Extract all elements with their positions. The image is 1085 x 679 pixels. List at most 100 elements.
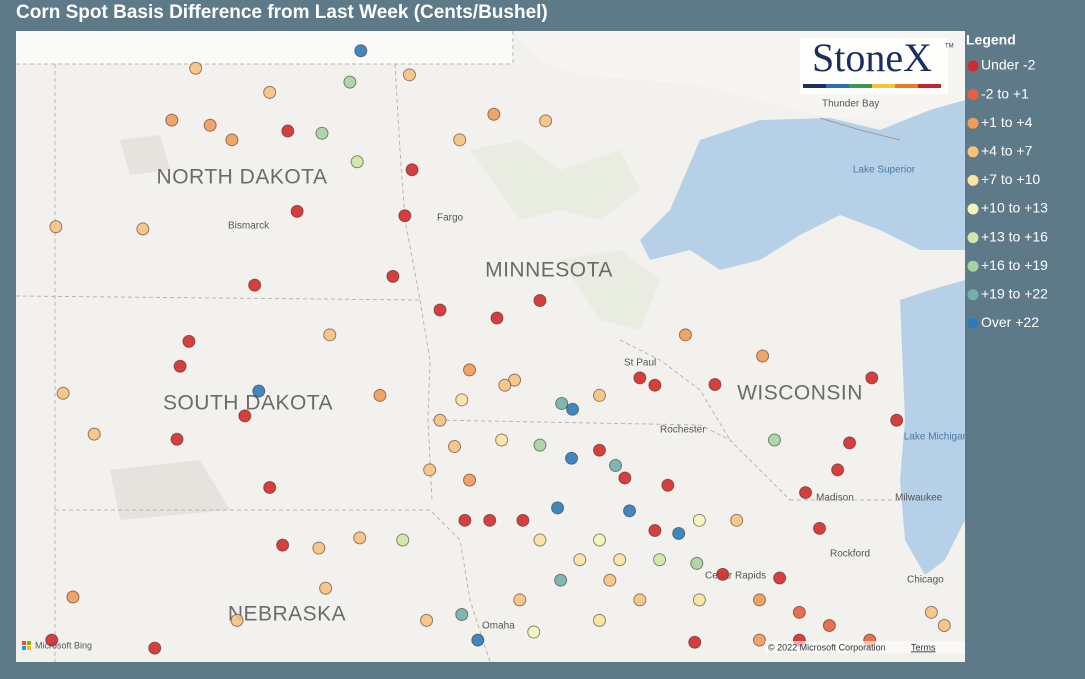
city-label: St Paul xyxy=(624,358,656,369)
legend-swatch xyxy=(967,317,979,329)
data-point xyxy=(822,618,836,632)
data-point xyxy=(661,478,675,492)
map-title: Corn Spot Basis Difference from Last Wee… xyxy=(16,2,548,23)
data-point xyxy=(373,388,387,402)
data-point xyxy=(463,473,477,487)
data-point xyxy=(312,541,326,555)
data-point xyxy=(238,409,252,423)
legend-swatch xyxy=(967,60,979,72)
data-point xyxy=(533,533,547,547)
data-point xyxy=(533,293,547,307)
data-point xyxy=(252,384,266,398)
data-point xyxy=(173,359,187,373)
data-point xyxy=(495,433,509,447)
state-label: SOUTH DAKOTA xyxy=(163,392,333,415)
legend-label: +1 to +4 xyxy=(981,114,1033,130)
data-point xyxy=(618,471,632,485)
data-point xyxy=(672,526,686,540)
data-point xyxy=(350,155,364,169)
bing-label: Microsoft Bing xyxy=(35,640,92,650)
data-point xyxy=(398,209,412,223)
terms-link[interactable]: Terms xyxy=(911,642,936,652)
points xyxy=(45,44,951,655)
data-point xyxy=(592,388,606,402)
data-point xyxy=(690,556,704,570)
data-point xyxy=(170,432,184,446)
data-point xyxy=(623,504,637,518)
city-label: Fargo xyxy=(437,213,464,224)
data-point xyxy=(708,377,722,391)
data-point xyxy=(533,438,547,452)
data-point xyxy=(792,605,806,619)
data-point xyxy=(420,613,434,627)
data-point xyxy=(539,114,553,128)
data-point xyxy=(189,61,203,75)
data-point xyxy=(463,363,477,377)
data-point xyxy=(354,44,368,58)
data-point xyxy=(592,613,606,627)
legend-title: Legend xyxy=(966,32,1016,48)
basemap xyxy=(16,31,965,662)
data-point xyxy=(386,269,400,283)
data-point xyxy=(396,533,410,547)
legend: Legend Under -2 -2 to +1 +1 to +4 +4 to +7 +… xyxy=(966,32,1048,330)
lake-label: Lake Superior xyxy=(853,165,916,176)
data-point xyxy=(455,608,469,622)
legend-label: +13 to +16 xyxy=(981,228,1048,244)
data-point xyxy=(678,328,692,342)
data-point xyxy=(551,501,565,515)
data-point xyxy=(87,427,101,441)
data-point xyxy=(716,567,730,581)
data-point xyxy=(692,593,706,607)
legend-label: +16 to +19 xyxy=(981,257,1048,273)
data-point xyxy=(516,513,530,527)
state-label: NORTH DAKOTA xyxy=(157,166,328,189)
legend-swatch xyxy=(967,146,979,158)
legend-swatch xyxy=(967,289,979,301)
legend-label: -2 to +1 xyxy=(981,85,1029,101)
state-label: MINNESOTA xyxy=(485,259,613,282)
data-point xyxy=(752,593,766,607)
city-label: Omaha xyxy=(482,621,515,632)
city-label: Rochester xyxy=(660,425,706,436)
data-point xyxy=(405,163,419,177)
data-point xyxy=(554,573,568,587)
data-point xyxy=(225,133,239,147)
legend-label: Over +22 xyxy=(981,314,1039,330)
attribution: Microsoft Bing © 2022 Microsoft Corporat… xyxy=(22,640,965,653)
city-label: Bismarck xyxy=(228,221,270,232)
legend-swatch xyxy=(967,232,979,244)
data-point xyxy=(136,222,150,236)
data-point xyxy=(453,133,467,147)
data-point xyxy=(458,513,472,527)
city-label: Milwaukee xyxy=(895,493,943,504)
data-point xyxy=(490,311,504,325)
data-point xyxy=(448,440,462,454)
data-point xyxy=(767,433,781,447)
legend-label: Under -2 xyxy=(981,57,1036,73)
data-point xyxy=(66,590,80,604)
data-point xyxy=(730,513,744,527)
data-point xyxy=(756,349,770,363)
data-point xyxy=(290,204,304,218)
data-point xyxy=(592,443,606,457)
copyright: © 2022 Microsoft Corporation xyxy=(768,642,886,652)
data-point xyxy=(49,220,63,234)
data-point xyxy=(263,480,277,494)
place-labels: NORTH DAKOTA SOUTH DAKOTA MINNESOTA WISC… xyxy=(157,99,969,632)
data-point xyxy=(633,371,647,385)
legend-swatch xyxy=(967,260,979,272)
logo: StoneX TM xyxy=(800,35,954,94)
data-point xyxy=(633,593,647,607)
data-point xyxy=(613,553,627,567)
data-point xyxy=(843,436,857,450)
city-label: Cedar Rapids xyxy=(705,571,766,582)
data-point xyxy=(653,553,667,567)
data-point xyxy=(276,538,290,552)
data-point xyxy=(471,633,485,647)
data-point xyxy=(688,635,702,649)
data-point xyxy=(890,413,904,427)
data-point xyxy=(263,85,277,99)
legend-swatch xyxy=(967,89,979,101)
